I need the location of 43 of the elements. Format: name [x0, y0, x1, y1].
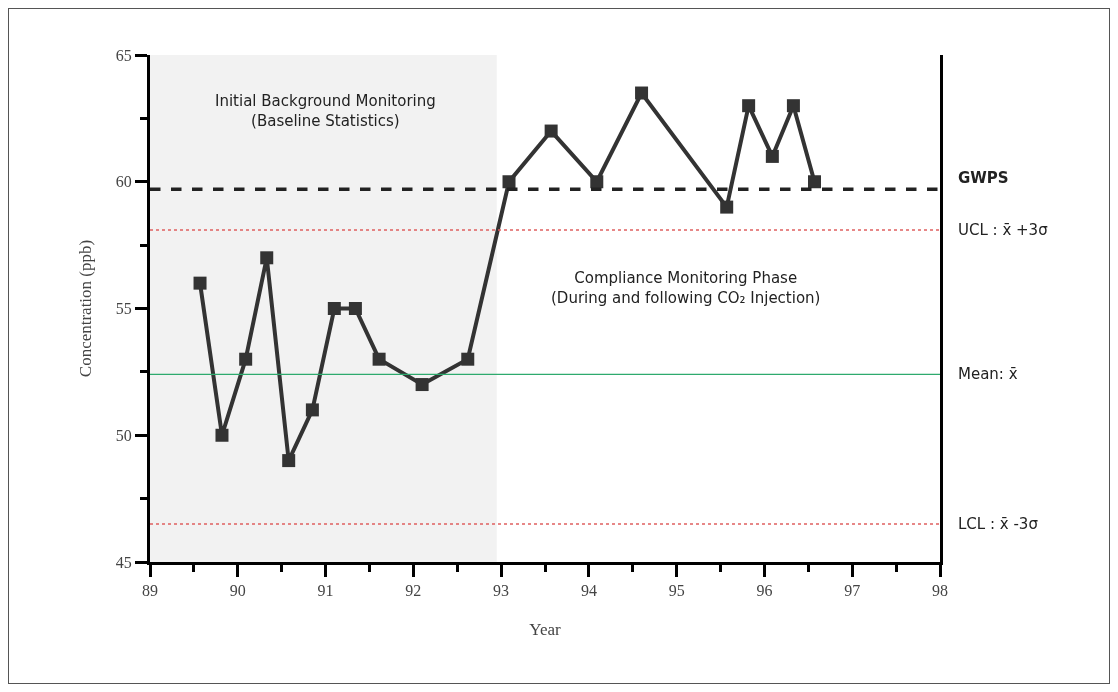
x-axis-title: Year — [529, 619, 561, 639]
point — [786, 99, 800, 113]
point — [502, 175, 516, 189]
x-tick-label: 97 — [844, 582, 861, 600]
y-tick-label: 60 — [115, 173, 132, 191]
x-tick-label: 90 — [229, 582, 246, 600]
point — [807, 175, 821, 189]
point — [239, 352, 253, 366]
point — [193, 276, 207, 290]
x-tick-label: 94 — [580, 582, 597, 600]
x-tick-label: 92 — [405, 582, 422, 600]
x-tick-label: 95 — [668, 582, 685, 600]
x-tick-label: 93 — [493, 582, 510, 600]
x-tick-label: 89 — [142, 582, 158, 600]
point — [635, 86, 649, 100]
point — [348, 302, 362, 315]
point — [544, 124, 558, 138]
point — [415, 378, 429, 392]
x-tick-label: 91 — [317, 582, 334, 600]
point — [720, 200, 734, 214]
y-axis-title: Concentration (ppb) — [76, 239, 96, 378]
point — [765, 149, 779, 163]
x-tick-label: 98 — [932, 582, 948, 600]
point — [215, 428, 229, 442]
ref-line-label: Mean: x̄ — [958, 365, 1018, 383]
point — [305, 403, 319, 417]
point — [742, 99, 756, 113]
point — [372, 352, 386, 366]
y-tick-label: 55 — [115, 300, 132, 318]
point — [461, 352, 475, 366]
x-tick-label: 96 — [756, 582, 773, 600]
point — [327, 302, 341, 315]
ref-line-label: GWPS — [958, 169, 1009, 187]
y-tick-label: 50 — [115, 426, 132, 444]
y-tick-label: 45 — [115, 553, 132, 571]
ref-line-label: LCL : x̄ -3σ — [958, 515, 1039, 533]
point — [590, 175, 604, 189]
annotation: Compliance Monitoring Phase (During and following CO₂ Injection) — [551, 269, 821, 307]
point — [282, 454, 296, 468]
annotation: Initial Background Monitoring (Baseline Statistics) — [215, 92, 436, 130]
point — [260, 251, 274, 265]
ref-line-label: UCL : x̄ +3σ — [958, 221, 1049, 239]
y-tick-label: 65 — [115, 46, 132, 64]
